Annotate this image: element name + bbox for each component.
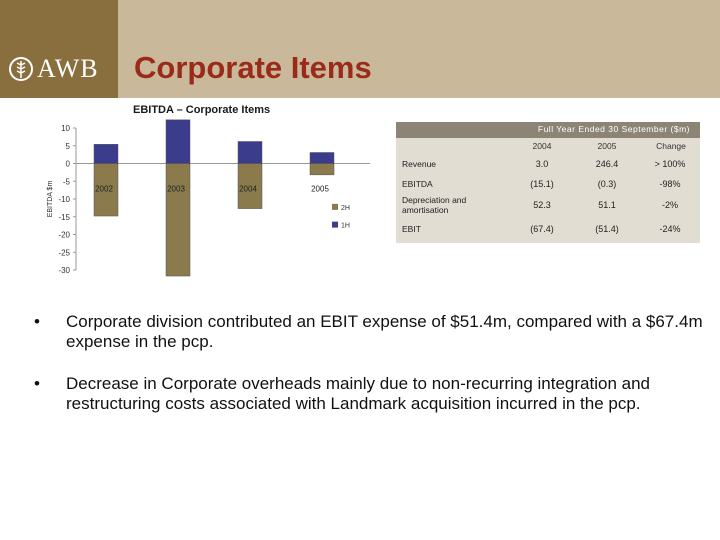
- y-tick-label: -15: [58, 213, 70, 222]
- x-category-label: 2002: [95, 185, 113, 194]
- table-cell: (0.3): [597, 179, 617, 189]
- bar-2h-2005: [309, 163, 335, 176]
- legend-swatch-1h: [332, 221, 338, 228]
- bullet-text: Corporate division contributed an EBIT e…: [66, 312, 703, 351]
- table-row: EBITDA (15.1) (0.3) -98%: [396, 177, 700, 197]
- bar-1h-2005: [309, 152, 335, 164]
- bar-1h-2003: [165, 119, 191, 164]
- x-category-label: 2005: [311, 185, 329, 194]
- table-cell: 52.3: [533, 200, 551, 210]
- row-label: EBIT: [402, 224, 421, 234]
- logo-panel: AWB: [0, 0, 118, 98]
- chart-svg: 10 5 0 -5 -10 -15 -20 -25 -30 EBITDA $m 2002 2003 20…: [47, 119, 370, 277]
- y-tick-label: -5: [63, 177, 71, 186]
- awb-logo: AWB: [8, 54, 99, 84]
- bullet-text: Decrease in Corporate overheads mainly d…: [66, 374, 651, 413]
- table-row: EBIT (67.4) (51.4) -24%: [396, 222, 700, 242]
- y-tick-label: -25: [58, 248, 70, 257]
- table-cell: > 100%: [654, 159, 686, 169]
- y-tick-label: 10: [61, 124, 70, 133]
- table-row: Depreciation and amortisation 52.3 51.1 …: [396, 195, 700, 215]
- table-cell: -98%: [659, 179, 681, 189]
- bullet-icon: •: [34, 374, 40, 393]
- plot-area: [76, 128, 370, 270]
- table-cell: 246.4: [595, 159, 619, 169]
- bar-1h-2002: [93, 144, 119, 164]
- bullet-icon: •: [34, 312, 40, 331]
- logo-text: AWB: [37, 54, 99, 83]
- row-label: Revenue: [402, 159, 437, 169]
- x-category-label: 2003: [167, 185, 185, 194]
- column-header-2004: 2004: [532, 141, 552, 151]
- legend-label-1h: 1H: [341, 223, 350, 230]
- table-header-text: Full Year Ended 30 September ($m): [537, 124, 690, 134]
- title-panel: [118, 0, 720, 98]
- wheat-icon: [9, 57, 33, 81]
- legend-label-2h: 2H: [341, 205, 350, 212]
- column-header-change: Change: [656, 141, 686, 151]
- table-cell: -24%: [659, 224, 681, 234]
- financials-table: 2004 2005 Change Revenue 3.0 246.4 > 100…: [396, 138, 700, 243]
- table-cell: -2%: [661, 200, 678, 210]
- bar-2h-2004: [237, 163, 263, 209]
- page-title: Corporate Items: [134, 50, 372, 85]
- column-header-2005: 2005: [597, 141, 617, 151]
- bar-1h-2004: [237, 141, 263, 164]
- y-tick-label: -20: [58, 231, 70, 240]
- chart-title: EBITDA – Corporate Items: [133, 104, 271, 116]
- legend-swatch-2h: [332, 203, 338, 210]
- bar-2h-2002: [93, 163, 119, 217]
- bar-2h-2003: [165, 163, 191, 277]
- table-cell: 51.1: [598, 200, 616, 210]
- y-axis-label: EBITDA $m: [47, 181, 54, 218]
- table-header-bar: Full Year Ended 30 September ($m): [396, 122, 700, 138]
- slide-header: AWB Corporate Items: [0, 0, 720, 98]
- table-cell: (15.1): [530, 179, 554, 189]
- table-cell: 3.0: [535, 159, 549, 169]
- row-label: EBITDA: [402, 179, 433, 189]
- y-tick-label: -30: [58, 266, 70, 275]
- y-tick-label: 0: [66, 160, 71, 169]
- row-label: Depreciation and amortisation: [402, 195, 467, 215]
- y-tick-label: 5: [66, 142, 71, 151]
- table-cell: (67.4): [530, 224, 554, 234]
- table-cell: (51.4): [595, 224, 619, 234]
- table-row: Revenue 3.0 246.4 > 100%: [396, 157, 700, 177]
- y-tick-label: -10: [58, 195, 70, 204]
- x-category-label: 2004: [239, 185, 257, 194]
- ebitda-chart: 10 5 0 -5 -10 -15 -20 -25 -30 EBITDA $m 2002 2003 20…: [40, 118, 400, 288]
